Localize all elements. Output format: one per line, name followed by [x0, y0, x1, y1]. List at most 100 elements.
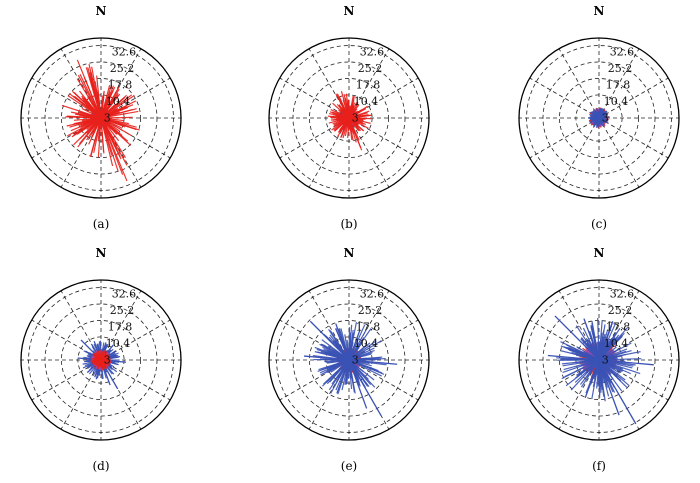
petal-blue	[598, 340, 614, 361]
radial-tick-label: 17.8	[356, 78, 381, 91]
petal-red	[345, 93, 350, 119]
petal-blue	[598, 108, 605, 119]
grid-spoke	[348, 290, 390, 361]
radial-tick-label: 3	[352, 353, 359, 366]
radial-tick-label: 17.8	[606, 78, 631, 91]
petal-blue	[348, 359, 385, 375]
petal-blue-outlier	[348, 359, 382, 417]
radial-tick-label: 25.2	[608, 62, 633, 75]
polar-panel-d: 3 10.4 17.8 25.2 32.6 N (d)	[20, 246, 182, 473]
petal-blue	[593, 117, 600, 123]
petal-red	[100, 117, 132, 146]
grid-spoke	[529, 117, 600, 159]
petal-blue-outlier	[348, 359, 368, 409]
petal-blue	[598, 359, 624, 370]
series-blue	[588, 107, 610, 128]
petal-blue-outlier	[547, 354, 600, 361]
grid-ring	[309, 320, 389, 400]
north-label: N	[96, 4, 107, 18]
grid-spoke	[598, 359, 669, 401]
grid-spoke	[279, 77, 350, 119]
petal-red	[100, 85, 115, 119]
grid-spoke	[100, 290, 142, 361]
radial-tick-label: 10.4	[106, 95, 131, 108]
petal-red	[100, 359, 108, 370]
petal-red	[339, 108, 350, 119]
grid-spoke	[598, 319, 669, 361]
petal-red	[347, 117, 350, 138]
petal-blue	[598, 342, 632, 361]
petal-blue	[321, 344, 350, 361]
petal-blue	[594, 110, 600, 119]
panel-caption: (d)	[92, 459, 109, 473]
grid-ring	[559, 78, 639, 158]
petal-red	[342, 117, 350, 131]
petal-red	[74, 117, 102, 135]
petal-blue-outlier	[348, 329, 361, 361]
petal-red	[65, 116, 102, 119]
petal-blue	[598, 353, 627, 361]
grid-spoke	[308, 48, 350, 119]
grid-spoke	[31, 117, 102, 159]
petal-blue-outlier	[336, 359, 350, 394]
petal-blue	[326, 359, 350, 369]
petal-blue	[563, 346, 600, 361]
petal-blue	[348, 341, 364, 361]
petal-blue-outlier	[335, 323, 350, 361]
petal-red	[100, 117, 122, 160]
petal-blue	[348, 340, 382, 361]
petal-blue-outlier	[309, 320, 350, 361]
petal-blue	[561, 359, 600, 365]
grid-spoke	[60, 48, 102, 119]
grid-spoke	[31, 359, 102, 401]
petal-blue	[328, 329, 350, 361]
panel-caption: (f)	[592, 459, 606, 473]
petal-red	[100, 117, 126, 158]
grid-spoke	[279, 319, 350, 361]
petal-red	[79, 73, 102, 119]
radial-tick-label: 17.8	[108, 78, 133, 91]
series-red	[61, 59, 140, 182]
petal-red	[100, 107, 127, 119]
petal-red	[334, 116, 350, 119]
radial-tick-label: 3	[104, 111, 111, 124]
petal-blue	[348, 332, 355, 361]
petal-red	[61, 104, 102, 119]
radial-tick-label: 25.2	[358, 62, 383, 75]
radial-tick-label: 17.8	[606, 320, 631, 333]
grid-spoke	[348, 359, 390, 430]
grid-spoke	[348, 77, 419, 119]
grid-spoke	[100, 359, 142, 430]
radial-tick-label: 32.6	[112, 46, 136, 59]
petal-red	[76, 78, 102, 119]
outer-circle	[518, 37, 680, 199]
polar-panel-a: 3 10.4 17.8 25.2 32.6 N (a)	[20, 4, 182, 231]
radial-tick-label: 25.2	[110, 62, 135, 75]
petal-blue	[580, 359, 600, 388]
radial-tick-label: 25.2	[358, 304, 383, 317]
grid-spoke	[279, 359, 350, 401]
north-label: N	[96, 246, 107, 260]
grid-spoke	[100, 77, 171, 119]
petal-blue	[598, 117, 607, 121]
grid-spoke	[558, 290, 600, 361]
petal-blue-outlier	[583, 318, 600, 361]
petal-red	[87, 101, 102, 119]
grid-spoke	[60, 117, 102, 188]
petal-blue	[321, 339, 350, 361]
grid-spoke	[529, 359, 600, 401]
radial-tick-label: 17.8	[108, 320, 133, 333]
petal-blue	[598, 359, 623, 392]
radial-tick-label: 3	[602, 353, 609, 366]
petal-blue	[563, 359, 600, 371]
outer-circle	[268, 37, 430, 199]
petal-red	[100, 351, 108, 361]
petal-blue-outlier	[554, 315, 600, 361]
grid-spoke	[598, 77, 669, 119]
panel-caption: (b)	[340, 217, 357, 231]
petal-red	[75, 117, 102, 125]
grid-spoke	[31, 319, 102, 361]
petal-blue	[590, 324, 600, 361]
petal-blue	[348, 351, 373, 361]
grid-spoke	[348, 48, 390, 119]
